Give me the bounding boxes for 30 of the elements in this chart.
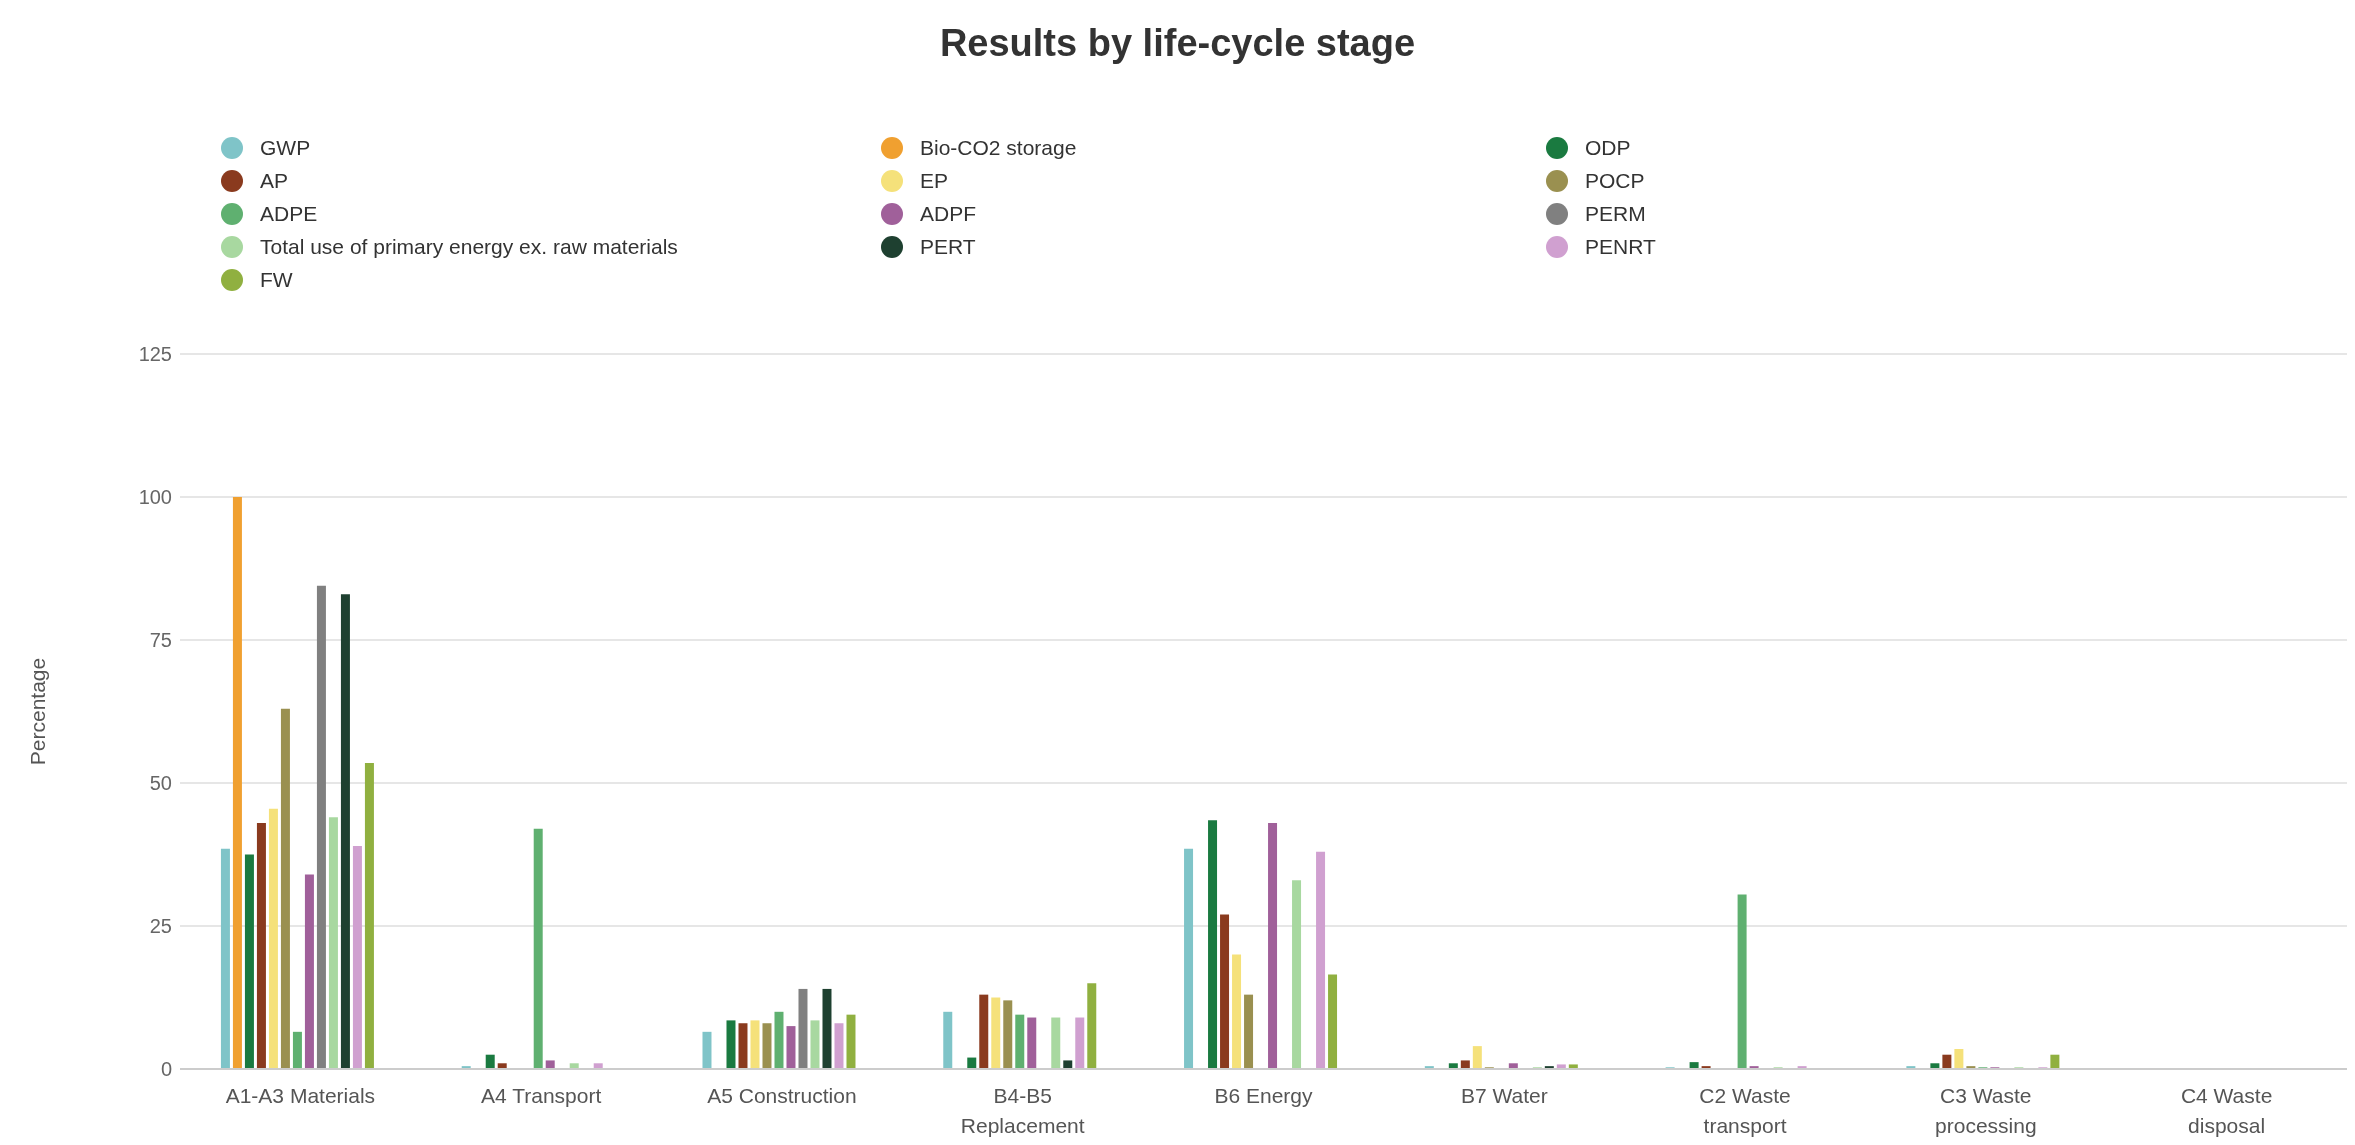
x-tick-label: C2 Waste transport xyxy=(1699,1084,1791,1137)
legend-label: Total use of primary energy ex. raw materials xyxy=(260,234,678,259)
legend-label: POCP xyxy=(1585,168,1645,193)
x-tick-label: C4 Waste disposal xyxy=(2180,1084,2273,1137)
legend-label: PERT xyxy=(920,234,976,259)
legend-label: FW xyxy=(260,267,293,292)
chart-title: Results by life-cycle stage xyxy=(938,21,1417,66)
legend-label: ODP xyxy=(1585,135,1631,160)
legend-label: EP xyxy=(920,168,949,193)
legend-label: Bio-CO2 storage xyxy=(920,135,1077,160)
y-tick-label: 75 xyxy=(149,629,172,652)
legend-label: ADPF xyxy=(920,201,977,226)
y-tick-label: 50 xyxy=(149,772,172,795)
x-tick-label: A1-A3 Materials xyxy=(225,1084,376,1107)
x-tick-label: B4-B5 Replacement xyxy=(960,1084,1085,1137)
x-tick-label: A5 Construction xyxy=(707,1084,857,1107)
y-axis-title: Percentage xyxy=(26,657,50,766)
x-tick-label: A4 Transport xyxy=(481,1084,602,1107)
y-tick-label: 125 xyxy=(138,343,172,366)
y-tick-label: 100 xyxy=(138,486,172,509)
legend-label: PENRT xyxy=(1585,234,1656,259)
legend-label: AP xyxy=(260,168,289,193)
legend-label: ADPE xyxy=(260,201,318,226)
y-tick-label: 0 xyxy=(160,1058,172,1081)
y-tick-label: 25 xyxy=(149,915,172,938)
x-tick-label: C3 Waste processing xyxy=(1935,1084,2037,1137)
x-tick-label: B7 Water xyxy=(1460,1084,1548,1107)
legend-label: GWP xyxy=(260,135,311,160)
legend-label: PERM xyxy=(1585,201,1646,226)
x-tick-label: B6 Energy xyxy=(1214,1084,1314,1107)
